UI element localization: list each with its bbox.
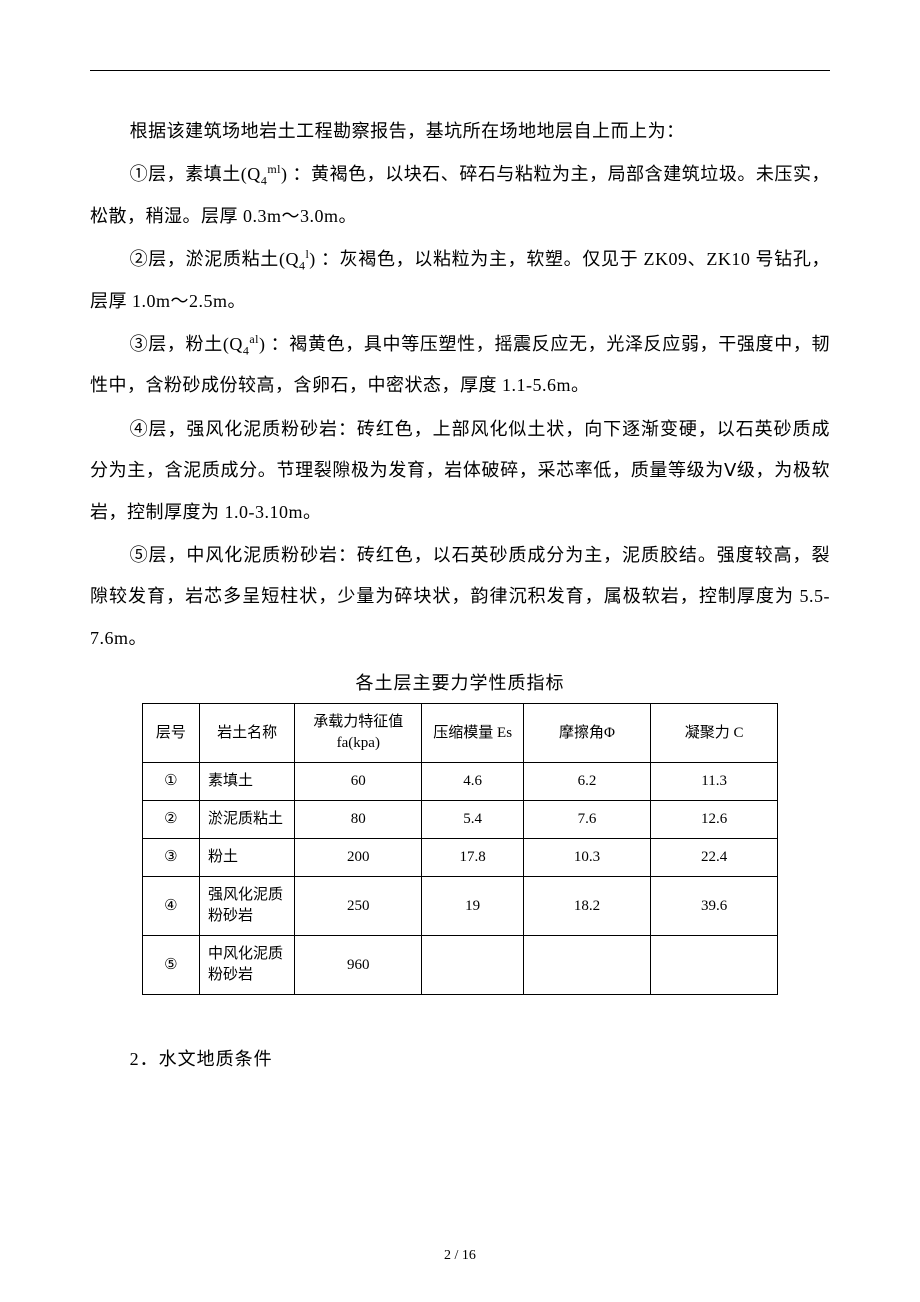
table-cell: 4.6 (422, 763, 524, 801)
table-cell: ② (142, 801, 199, 839)
table-cell: 6.2 (524, 763, 651, 801)
table-row: ⑤中风化泥质粉砂岩960 (142, 936, 777, 995)
table-cell (651, 936, 778, 995)
table-cell: 22.4 (651, 839, 778, 877)
layer-3-paragraph: ③层，粉土(Q4al) ：褐黄色，具中等压塑性，摇震反应无，光泽反应弱，干强度中… (90, 324, 830, 407)
table-row: ①素填土604.66.211.3 (142, 763, 777, 801)
table-cell: 强风化泥质粉砂岩 (199, 877, 294, 936)
superscript: ml (267, 162, 281, 176)
table-cell: 5.4 (422, 801, 524, 839)
col-header-layer: 层号 (142, 704, 199, 763)
table-cell: ① (142, 763, 199, 801)
table-cell: ④ (142, 877, 199, 936)
table-header-row: 层号 岩土名称 承载力特征值 fa(kpa) 压缩模量 Es 摩擦角Φ 凝聚力 … (142, 704, 777, 763)
layer-5-paragraph: ⑤层，中风化泥质粉砂岩：砖红色，以石英砂质成分为主，泥质胶结。强度较高，裂隙较发… (90, 535, 830, 659)
table-cell: 39.6 (651, 877, 778, 936)
col-header-name: 岩土名称 (199, 704, 294, 763)
page: 根据该建筑场地岩土工程勘察报告，基坑所在场地地层自上而上为： ①层，素填土(Q4… (0, 0, 920, 1302)
text: ①层，素填土(Q (130, 164, 261, 184)
table-cell: 60 (295, 763, 422, 801)
table-cell (422, 936, 524, 995)
table-cell (524, 936, 651, 995)
table-cell: ③ (142, 839, 199, 877)
soil-properties-table: 层号 岩土名称 承载力特征值 fa(kpa) 压缩模量 Es 摩擦角Φ 凝聚力 … (142, 703, 778, 995)
layer-1-paragraph: ①层，素填土(Q4ml) ：黄褐色，以块石、碎石与粘粒为主，局部含建筑垃圾。未压… (90, 154, 830, 237)
table-cell: 10.3 (524, 839, 651, 877)
col-header-phi: 摩擦角Φ (524, 704, 651, 763)
table-cell: 淤泥质粘土 (199, 801, 294, 839)
table-cell: 粉土 (199, 839, 294, 877)
table-cell: 11.3 (651, 763, 778, 801)
table-cell: 19 (422, 877, 524, 936)
table-cell: 12.6 (651, 801, 778, 839)
page-footer: 2 / 16 (0, 1248, 920, 1264)
superscript: al (249, 332, 259, 346)
intro-paragraph: 根据该建筑场地岩土工程勘察报告，基坑所在场地地层自上而上为： (90, 111, 830, 152)
table-row: ③粉土20017.810.322.4 (142, 839, 777, 877)
col-header-c: 凝聚力 C (651, 704, 778, 763)
table-cell: 200 (295, 839, 422, 877)
table-cell: 960 (295, 936, 422, 995)
text: ③层，粉土(Q (130, 334, 243, 354)
table-row: ④强风化泥质粉砂岩2501918.239.6 (142, 877, 777, 936)
table-cell: ⑤ (142, 936, 199, 995)
header-rule (90, 70, 830, 71)
table-title: 各土层主要力学性质指标 (90, 669, 830, 695)
table-cell: 250 (295, 877, 422, 936)
table-row: ②淤泥质粘土805.47.612.6 (142, 801, 777, 839)
table-cell: 17.8 (422, 839, 524, 877)
table-cell: 7.6 (524, 801, 651, 839)
text: ②层，淤泥质粘土(Q (130, 249, 299, 269)
table-cell: 18.2 (524, 877, 651, 936)
section-heading-hydrogeology: 2．水文地质条件 (90, 1045, 830, 1071)
table-cell: 素填土 (199, 763, 294, 801)
table-cell: 80 (295, 801, 422, 839)
col-header-es: 压缩模量 Es (422, 704, 524, 763)
col-header-fa: 承载力特征值 fa(kpa) (295, 704, 422, 763)
table-cell: 中风化泥质粉砂岩 (199, 936, 294, 995)
layer-4-paragraph: ④层，强风化泥质粉砂岩：砖红色，上部风化似土状，向下逐渐变硬，以石英砂质成分为主… (90, 409, 830, 533)
layer-2-paragraph: ②层，淤泥质粘土(Q4l) ：灰褐色，以粘粒为主，软塑。仅见于 ZK09、ZK1… (90, 239, 830, 322)
